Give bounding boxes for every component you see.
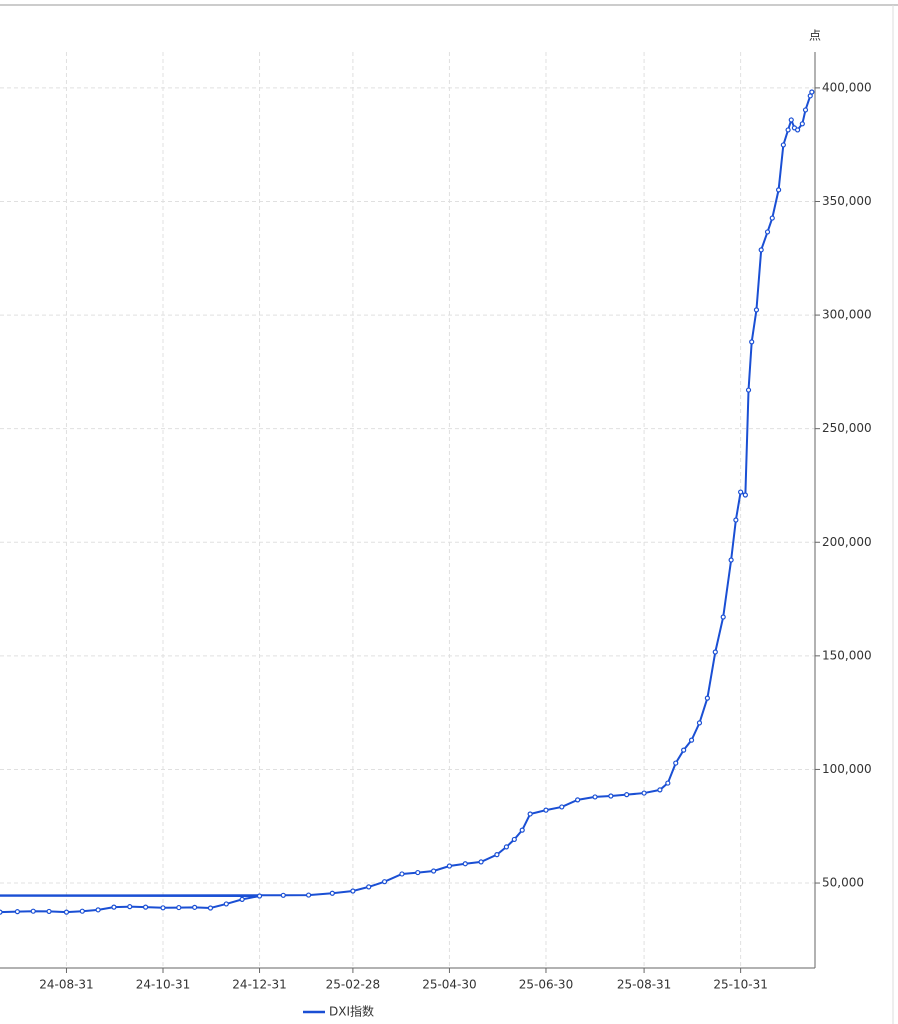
x-tick-label: 25-02-28: [326, 978, 380, 992]
point: [446, 863, 453, 869]
point: [673, 760, 679, 766]
point: [758, 247, 764, 253]
point: [381, 879, 388, 885]
point: [559, 804, 565, 810]
point: [696, 720, 703, 726]
point: [511, 836, 517, 843]
series-line: [0, 91, 813, 914]
point: [399, 871, 405, 877]
point: [543, 807, 549, 813]
point: [575, 797, 581, 803]
point: [769, 215, 775, 221]
point: [776, 187, 782, 193]
point: [641, 790, 647, 796]
point: [0, 909, 3, 915]
point: [745, 387, 752, 393]
y-tick-label: 200,000: [822, 535, 872, 549]
point: [712, 649, 718, 655]
y-tick-label: 50,000: [822, 876, 864, 890]
point: [46, 908, 52, 915]
point: [280, 892, 286, 898]
point: [329, 890, 335, 896]
point: [794, 127, 801, 133]
point: [192, 904, 198, 910]
point: [503, 844, 510, 850]
point: [733, 517, 739, 523]
point: [305, 892, 312, 898]
x-tick-label: 25-04-30: [422, 978, 476, 992]
point: [799, 121, 805, 127]
point: [176, 904, 182, 911]
y-tick-label: 150,000: [822, 648, 872, 662]
point: [239, 896, 245, 902]
point: [415, 869, 421, 876]
point: [142, 904, 149, 910]
point: [753, 307, 760, 313]
point: [788, 117, 794, 123]
point: [728, 557, 734, 563]
point: [704, 695, 710, 701]
point: [14, 909, 21, 915]
point: [665, 780, 671, 786]
point: [657, 787, 663, 793]
point: [809, 89, 815, 95]
y-tick-label: 400,000: [822, 80, 872, 94]
point: [608, 793, 614, 799]
x-tick-label: 24-10-31: [136, 978, 190, 992]
point: [802, 107, 809, 113]
point: [738, 489, 744, 495]
x-tick-label: 25-08-31: [617, 978, 671, 992]
point: [720, 614, 726, 620]
x-tick-label: 24-12-31: [232, 978, 286, 992]
legend-label: DXI指数: [329, 1004, 374, 1019]
y-tick-label: 350,000: [822, 194, 872, 208]
point: [30, 908, 36, 914]
point: [749, 339, 755, 345]
y-axis-unit: 点: [809, 29, 821, 43]
point: [688, 737, 695, 743]
point: [256, 893, 263, 899]
point: [223, 901, 229, 907]
point: [592, 794, 598, 800]
point: [350, 888, 356, 894]
point: [63, 909, 70, 915]
y-tick-label: 100,000: [822, 762, 872, 776]
point: [111, 904, 117, 910]
point: [431, 868, 437, 874]
point: [624, 792, 630, 798]
point: [462, 861, 468, 867]
point: [366, 884, 372, 890]
point: [681, 747, 687, 753]
point: [494, 852, 500, 858]
point: [527, 811, 533, 817]
point: [79, 908, 85, 914]
point: [780, 142, 786, 148]
point: [95, 907, 101, 913]
point: [160, 905, 166, 911]
y-tick-label: 250,000: [822, 421, 872, 435]
point: [764, 229, 771, 235]
point: [742, 492, 748, 498]
point: [519, 827, 525, 833]
point: [785, 127, 791, 133]
point: [478, 859, 484, 865]
x-tick-label: 24-08-31: [39, 978, 93, 992]
point: [127, 904, 133, 910]
x-tick-label: 25-06-30: [519, 978, 573, 992]
point: [207, 905, 214, 911]
x-tick-label: 25-10-31: [713, 978, 767, 992]
y-tick-label: 300,000: [822, 308, 872, 322]
